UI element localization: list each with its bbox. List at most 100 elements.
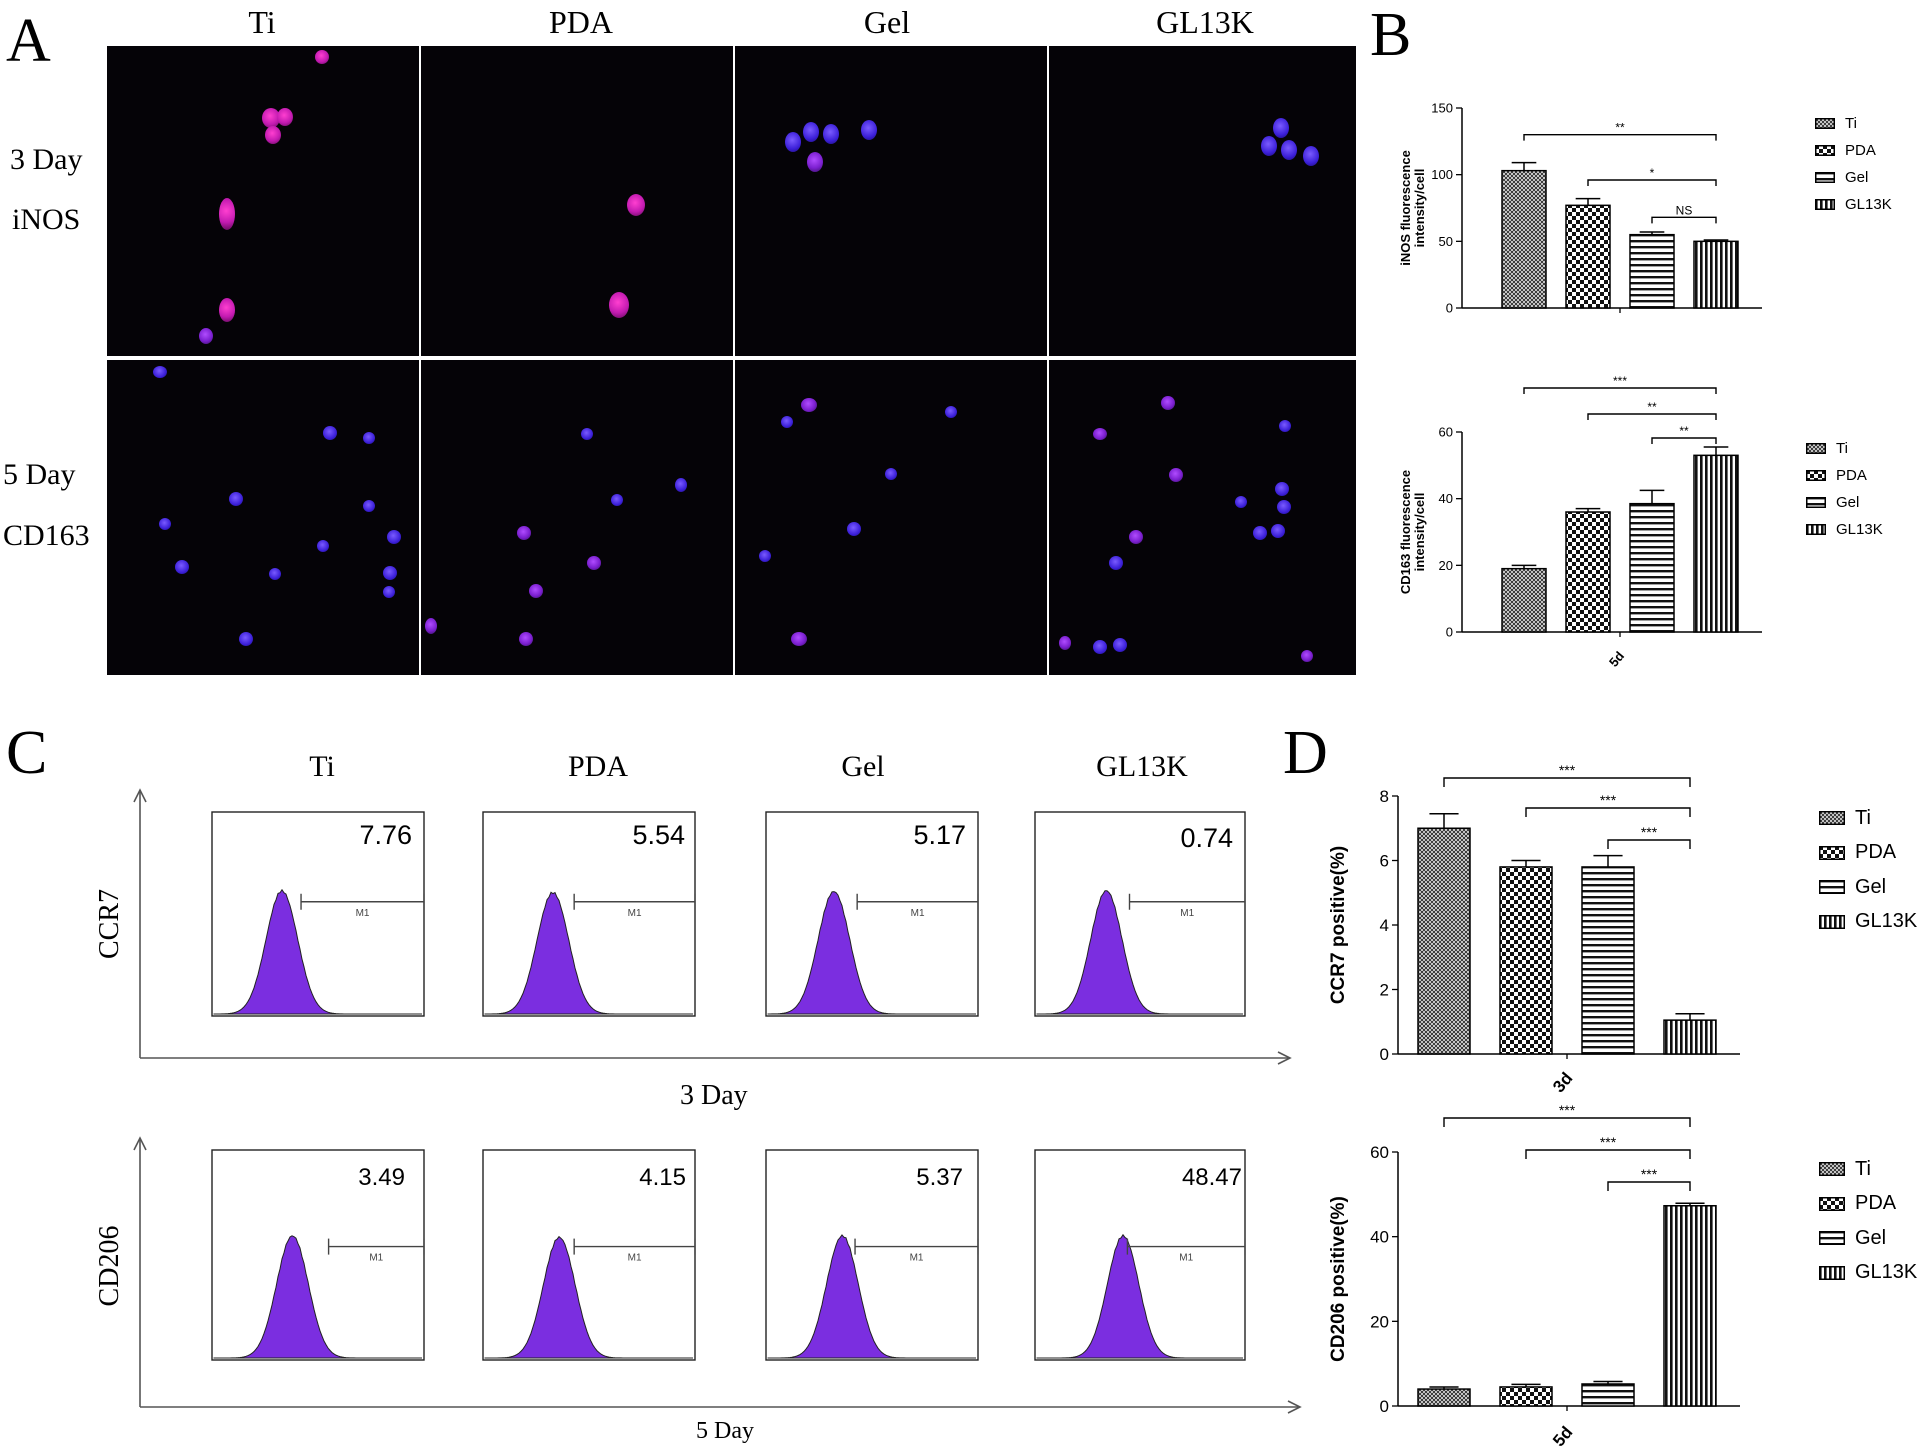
gate-label: M1 — [356, 908, 370, 919]
flow-histogram — [1036, 890, 1243, 1015]
legend-swatch-fill — [1815, 118, 1835, 129]
micro-col-gl13k: GL13K — [1156, 4, 1254, 40]
legend-label: GL13K — [1845, 196, 1892, 213]
cell-nucleus — [791, 632, 807, 646]
flow-cytometry-plots: M1 M1 M1 M1 M1 M1 M1 M1 — [133, 788, 1302, 1414]
cell-nucleus — [803, 122, 819, 142]
bar — [1693, 454, 1739, 633]
flow-histogram-frame — [765, 811, 979, 1017]
y-tick-label: 50 — [1439, 234, 1453, 249]
micrograph-gel-inos — [735, 46, 1047, 356]
significance-bracket — [1523, 387, 1717, 394]
y-axis-label-line: iNOS fluorescence — [1398, 150, 1413, 266]
chart-d-ccr7: 0 2 4 6 8 CCR7 positive(%) 3d *** *** *** — [1328, 762, 1740, 1096]
cell-nucleus — [1279, 420, 1291, 432]
legend-swatch-fill — [1815, 145, 1835, 156]
significance-label: ** — [1647, 400, 1657, 414]
significance-label: *** — [1641, 1166, 1658, 1182]
micrograph-pda-inos — [421, 46, 733, 356]
significance-bracket — [1443, 777, 1691, 787]
cell-nucleus — [229, 492, 243, 506]
flow-histogram-frame — [482, 811, 696, 1017]
legend-label: PDA — [1855, 1192, 1897, 1215]
micrograph-pda-cd163 — [421, 360, 733, 675]
micrograph-gl13k-inos — [1049, 46, 1356, 356]
micrograph-ti-cd163 — [107, 360, 419, 675]
bar — [1663, 1205, 1717, 1407]
flow-xlabel-5day: 5 Day — [696, 1418, 754, 1444]
flow-xlabel-3day: 3 Day — [680, 1080, 748, 1111]
legend-label: Ti — [1855, 806, 1871, 829]
significance-label: NS — [1676, 203, 1693, 217]
cell-nucleus — [323, 426, 337, 440]
gate-label: M1 — [911, 908, 925, 919]
y-axis-label: CD206 positive(%) — [1328, 1196, 1349, 1362]
significance-label: *** — [1600, 792, 1617, 808]
y-tick-label: 60 — [1439, 425, 1453, 440]
flow-histogram-frame — [482, 1149, 696, 1361]
flow-histogram — [484, 891, 693, 1015]
cell-nucleus — [1235, 496, 1247, 508]
legend-item: PDA — [1815, 137, 1892, 164]
cell-nucleus — [581, 428, 593, 440]
bar — [1629, 233, 1675, 309]
cell-nucleus — [861, 120, 877, 140]
chart-b-inos: 0 50 100 150 iNOS fluorescenceintensity/cell… — [1398, 101, 1762, 316]
bar — [1417, 1388, 1471, 1407]
legend-d-ccr7: Ti PDA Gel GL13K — [1819, 801, 1917, 939]
legend-b-inos: Ti PDA Gel GL13K — [1815, 110, 1892, 218]
legend-swatch — [1815, 118, 1835, 129]
arrow-icon — [1277, 1051, 1292, 1065]
cell-nucleus — [159, 518, 171, 530]
x-axis-label: 3d — [1549, 1069, 1576, 1096]
legend-d-cd206: Ti PDA Gel GL13K — [1819, 1152, 1917, 1290]
bar — [1565, 204, 1611, 309]
cell-nucleus — [153, 366, 167, 378]
legend-swatch — [1815, 199, 1835, 210]
bar — [1663, 1019, 1717, 1055]
legend-label: GL13K — [1855, 910, 1918, 933]
legend-swatch-fill — [1819, 880, 1845, 895]
y-tick-label: 150 — [1431, 101, 1453, 116]
legend-item: Ti — [1806, 435, 1883, 462]
cell-nucleus — [383, 586, 395, 598]
flow-value: 7.76 — [359, 820, 412, 850]
flow-histogram-frame — [1034, 811, 1246, 1017]
bar — [1499, 1386, 1553, 1407]
y-tick-label: 40 — [1370, 1228, 1389, 1247]
legend-item: Ti — [1819, 801, 1917, 836]
flow-value: 48.47 — [1181, 1164, 1242, 1191]
bar — [1693, 240, 1739, 309]
legend-swatch-fill — [1806, 470, 1826, 481]
micrograph-gl13k-cd163 — [1049, 360, 1356, 675]
legend-swatch-fill — [1819, 1265, 1845, 1280]
cell-nucleus — [609, 292, 629, 318]
y-axis-label-line: CD163 fluorescence — [1398, 470, 1413, 594]
legend-swatch-fill — [1819, 914, 1845, 929]
legend-swatch — [1819, 845, 1845, 860]
flow-col-pda: PDA — [567, 750, 628, 783]
significance-bracket — [1525, 1149, 1691, 1159]
legend-item: Ti — [1819, 1152, 1917, 1187]
flow-value: 3.49 — [358, 1164, 405, 1191]
significance-label: *** — [1613, 374, 1627, 388]
legend-swatch — [1819, 811, 1845, 826]
legend-item: Gel — [1819, 1221, 1917, 1256]
cell-nucleus — [1093, 428, 1107, 440]
y-axis-label: CD163 fluorescenceintensity/cell — [1398, 470, 1427, 594]
micrograph-grid — [107, 46, 1356, 675]
flow-value: 4.15 — [639, 1164, 686, 1191]
x-axis-label: 5d — [1549, 1423, 1576, 1450]
flow-col-gel: Gel — [841, 750, 885, 783]
legend-label: GL13K — [1836, 521, 1883, 538]
micro-row-marker-inos: iNOS — [12, 203, 81, 236]
legend-swatch — [1806, 470, 1826, 481]
cell-nucleus — [175, 560, 189, 574]
gate-label: M1 — [1179, 1253, 1193, 1264]
legend-swatch-fill — [1819, 1196, 1845, 1211]
cell-nucleus — [1253, 526, 1267, 540]
legend-swatch-fill — [1815, 172, 1835, 183]
legend-item: Ti — [1815, 110, 1892, 137]
legend-swatch — [1806, 443, 1826, 454]
cell-nucleus — [847, 522, 861, 536]
